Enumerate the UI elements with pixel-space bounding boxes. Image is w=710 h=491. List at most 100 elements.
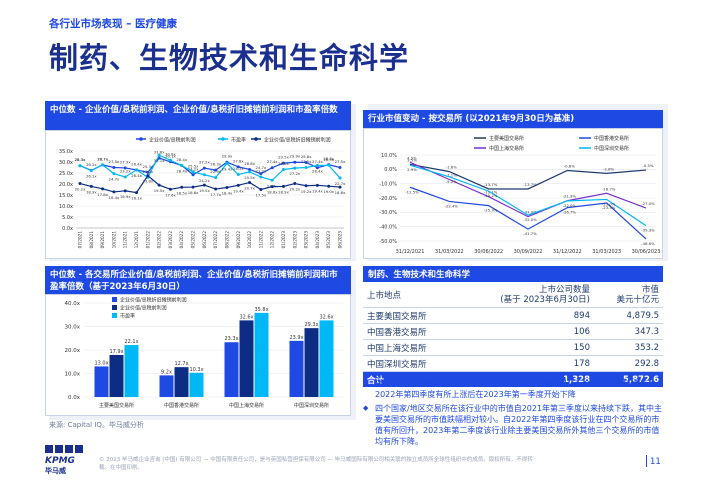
x-tick-label: 03/2022 [168,231,173,249]
data-label: 28.3x [75,157,86,162]
data-label: 27.5x [335,159,346,164]
data-point [146,174,150,178]
data-point [281,167,285,171]
x-tick-label: 07/2021 [78,231,83,249]
x-tick-label: 31/03/2023 [592,249,621,255]
data-label: -22.0% [563,203,577,208]
bar [189,372,204,397]
data-point [202,166,206,170]
bar [239,320,254,397]
data-label: 19.0x [323,189,334,194]
legend-label: 中国深圳交易所 [594,145,629,152]
data-point [236,183,240,187]
series-line [409,161,647,218]
y-tick-label: 10.0x [59,204,73,210]
bar-data-label: 12.7x [174,361,188,367]
bullet-marker-icon: ◆ [363,404,369,412]
data-point [259,175,263,179]
legend-label: 企业价值/息税折旧摊销前利润 [264,137,331,144]
data-point [236,165,240,169]
data-point [327,184,331,188]
data-label: -13.7% [523,182,537,187]
data-label: 26.4x [131,173,142,178]
table-title: 制药、生物技术和生命科学 [363,266,663,282]
panel-top-left: 企业价值/息税前利润 市盈率 企业价值/息税折旧摊销前利润 0.0x 5.0x 10.0x… [45,130,351,259]
data-point [315,183,319,187]
legend-swatch [112,313,117,318]
data-point [338,185,342,189]
table-cell-name: 主要美国交易所 [363,307,486,324]
data-label: 23.0x [142,169,153,174]
data-label: 26.6x [244,161,255,166]
legend-label: 市盈率 [231,137,246,144]
data-point [270,185,274,189]
x-tick-label: 01/2022 [145,231,150,249]
x-tick-label: 06/2023 [338,231,343,249]
x-tick-label: 30/06/2023 [632,249,661,255]
bar-data-label: 32.6x [319,314,333,320]
data-point [338,166,342,169]
legend-marker [221,137,225,141]
x-tick-label: 08/2021 [89,231,94,249]
kpmg-logo: KPMG [45,445,85,469]
kpmg-logo-icon: KPMG [45,445,83,466]
x-tick-label: 05/2023 [326,231,331,249]
legend-label: 中国上海交易所 [489,145,524,152]
data-label: -12.5% [405,189,419,194]
data-point [248,180,252,184]
data-label: 20.2x [75,187,86,192]
y-tick-label: 15.0x [59,193,73,199]
x-tick-label: 31/03/2022 [435,249,464,255]
total-label: 合计 [367,375,385,386]
data-point [304,160,308,164]
data-label: -0.5% [642,163,653,168]
data-label: 24.3x [233,166,244,171]
x-tick-label: 02/2022 [157,231,162,249]
data-point [191,173,195,177]
x-tick-label: 10/2022 [247,231,252,249]
data-point [202,183,206,187]
table-cell-cap: 347.3 [594,323,663,340]
data-point [112,166,116,169]
data-label: 28.4x [176,157,187,162]
data-label: 28.5x [323,157,334,162]
data-point [338,176,342,180]
data-label: 16.9x [120,194,131,199]
data-label: 17.7x [210,192,221,197]
x-category-label: 中国香港交易所 [164,402,199,409]
data-point [248,167,252,171]
data-label: -16.7% [602,186,616,191]
x-tick-label: 07/2022 [213,231,218,249]
y-tick-label: -10.0% [379,181,397,187]
y-tick-label: 40.0x [64,301,80,307]
data-label: 25.5x [244,175,255,180]
data-point [78,182,82,186]
data-label: 18.8x [267,190,278,195]
data-label: 23.8x [142,179,153,184]
table-cell-name: 中国上海交易所 [363,339,486,356]
data-point [157,153,161,157]
multiples-line-chart: 企业价值/息税前利润 市盈率 企业价值/息税折旧摊销前利润 0.0x 5.0x 10.0x… [59,137,346,249]
data-label: -1.6% [446,165,457,170]
data-point [180,185,184,189]
data-label: 28.8x [323,156,334,161]
data-point [327,163,331,167]
data-label: 27.4x [312,159,323,164]
data-point [248,170,252,174]
data-label: 29.9x [222,154,233,159]
y-tick-label: -30.0% [379,210,397,216]
data-point [236,173,240,177]
data-label: 17.8x [97,192,108,197]
bar [159,375,174,397]
total-count: 1,328 [563,374,590,385]
data-point [304,166,308,169]
table-cell-cap: 353.2 [594,339,663,356]
legend-swatch [112,297,117,302]
series-line [79,154,341,181]
y-tick-label: 20.0x [64,348,80,354]
bar-data-label: 22.1x [124,339,138,345]
data-point [270,166,274,170]
y-tick-label: 10.0x [64,372,80,378]
